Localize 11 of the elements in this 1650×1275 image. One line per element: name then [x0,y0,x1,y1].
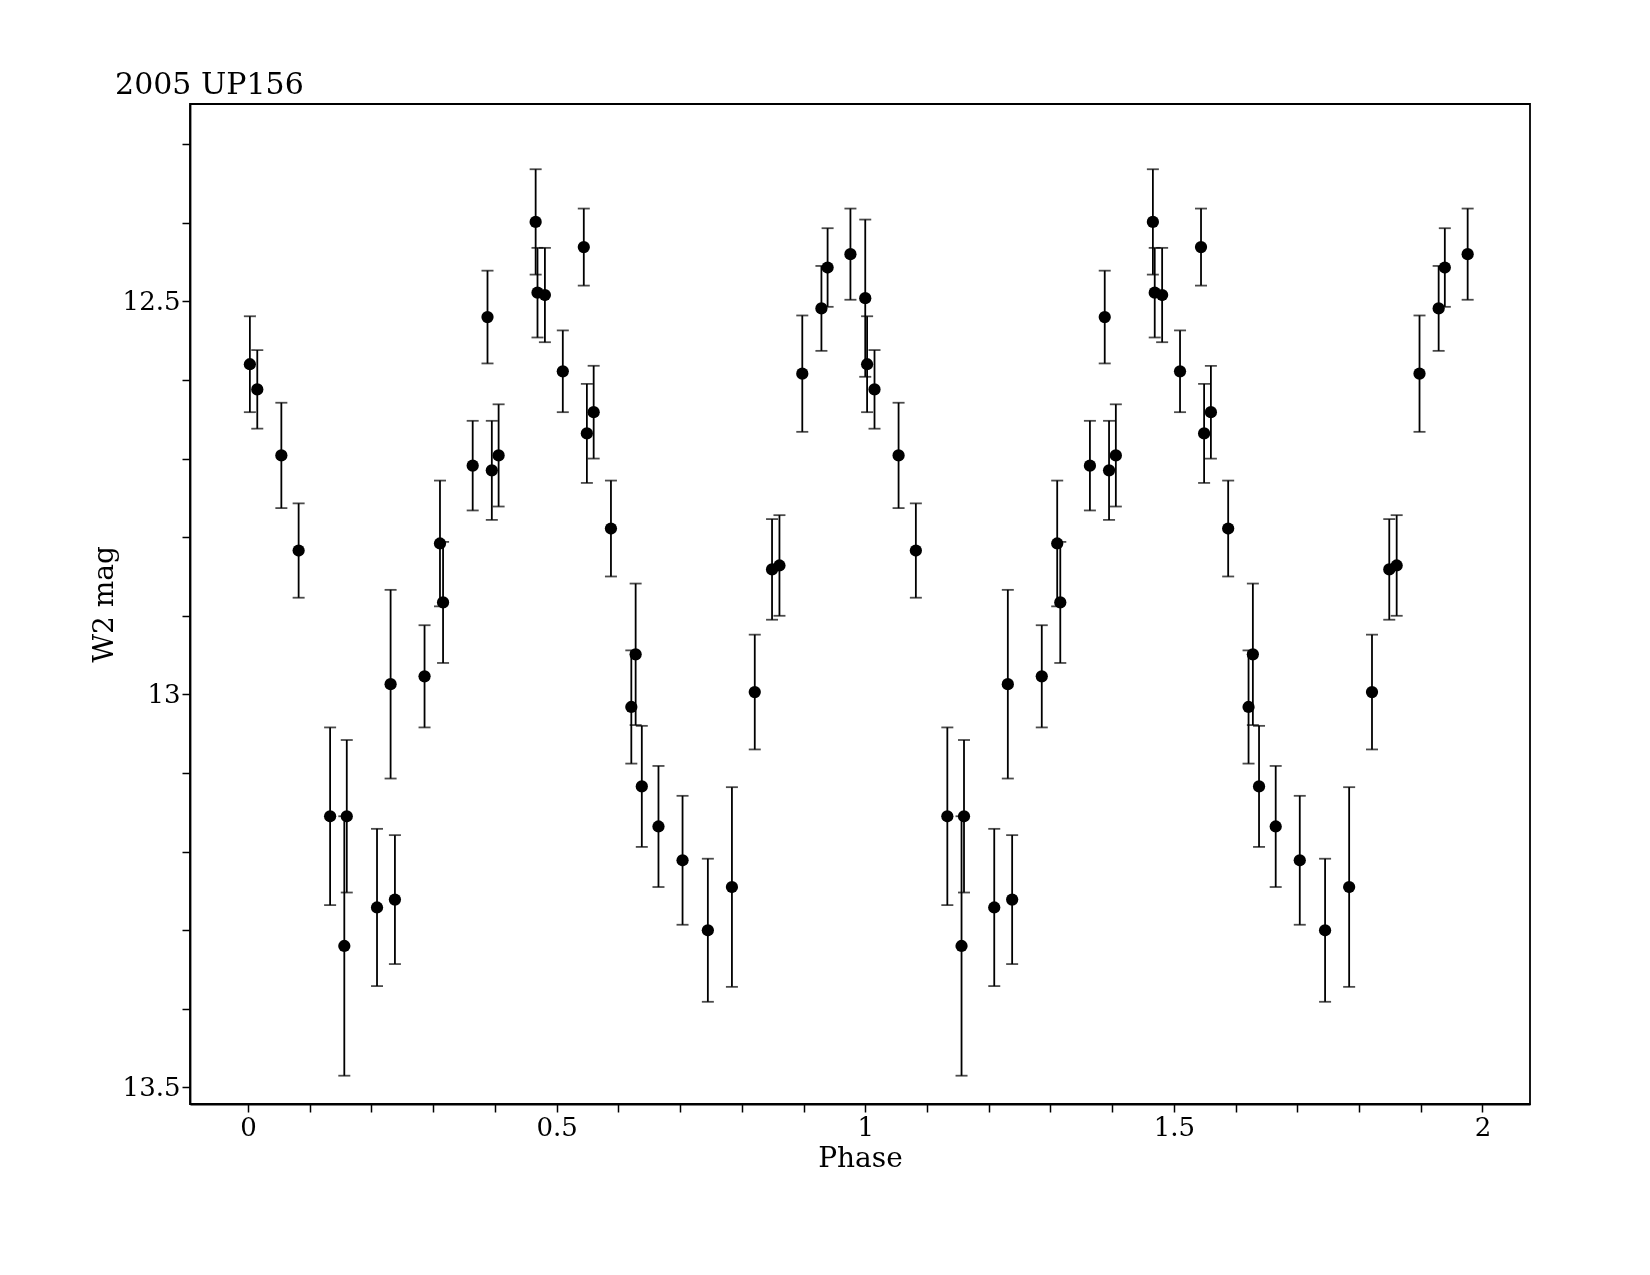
chart-title: 2005 UP156 [115,66,304,101]
x-tick-label: 0 [240,1111,257,1142]
y-tick-label: 13.5 [122,1071,181,1102]
x-tick-label: 1.5 [1153,1111,1196,1142]
y-axis-title: W2 mag [86,546,120,663]
y-tick-label: 13 [147,678,181,709]
x-axis-title: Phase [818,1140,903,1174]
x-tick-label: 0.5 [536,1111,578,1142]
x-tick-label: 1 [857,1111,875,1142]
y-tick-label: 12.5 [122,285,181,316]
x-tick-label: 2 [1474,1111,1492,1142]
